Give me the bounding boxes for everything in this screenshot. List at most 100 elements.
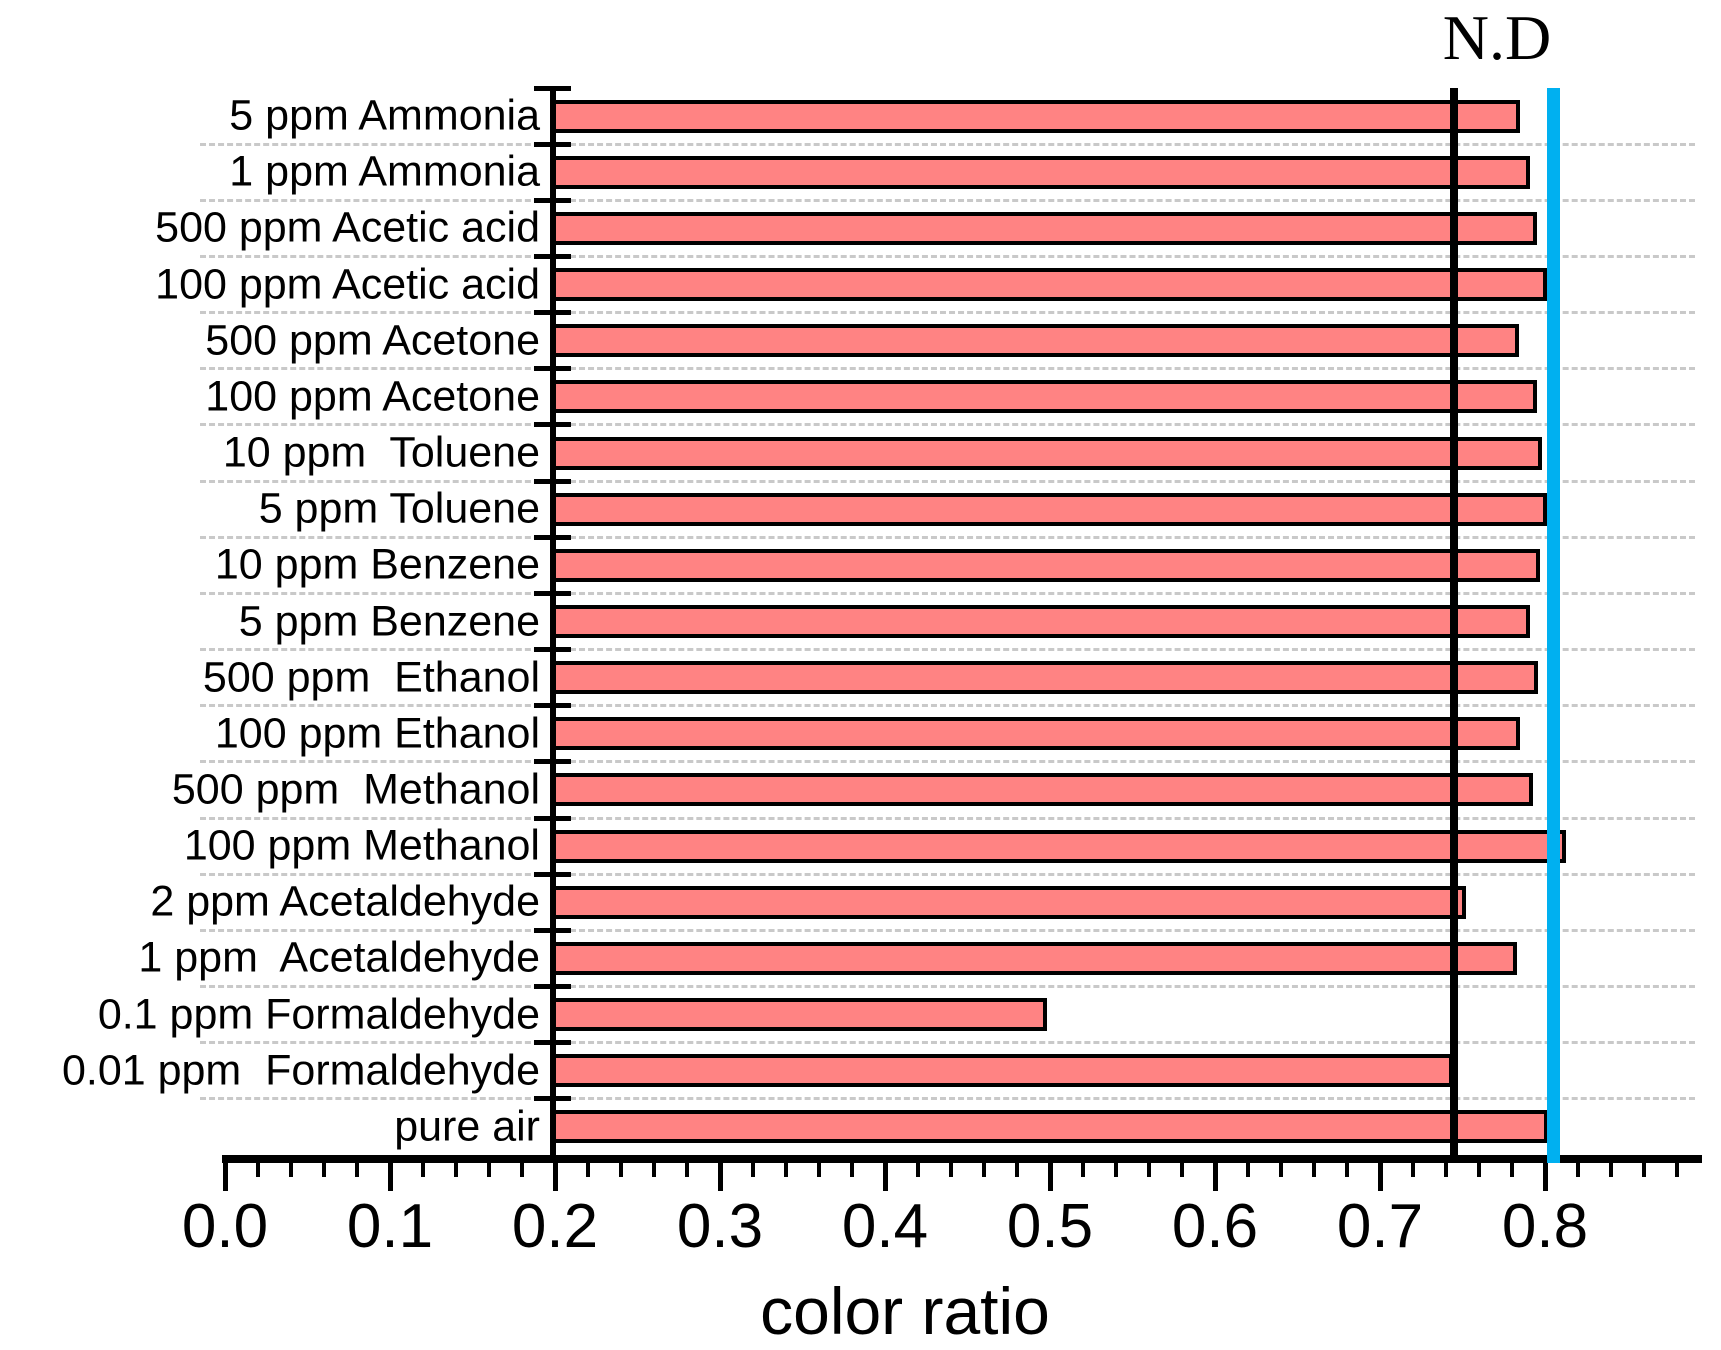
bar: [552, 156, 1530, 189]
gridline: [200, 760, 1695, 764]
category-label: 100 ppm Acetone: [205, 372, 540, 421]
x-minor-tick: [520, 1163, 524, 1177]
category-label: 0.1 ppm Formaldehyde: [97, 990, 540, 1039]
category-label: 5 ppm Ammonia: [229, 91, 540, 140]
x-tick-label: 0.2: [511, 1192, 599, 1261]
category-label: 5 ppm Benzene: [238, 597, 540, 646]
x-major-tick: [1048, 1163, 1053, 1191]
x-minor-tick: [1444, 1163, 1448, 1177]
category-label: 0.01 ppm Formaldehyde: [61, 1046, 540, 1095]
x-major-tick: [553, 1163, 558, 1191]
x-minor-tick: [619, 1163, 623, 1177]
x-minor-tick: [1345, 1163, 1349, 1177]
bar: [552, 1054, 1453, 1087]
category-label: 100 ppm Ethanol: [214, 709, 540, 758]
gridline: [200, 198, 1695, 202]
x-axis: [222, 1155, 1702, 1163]
x-minor-tick: [454, 1163, 458, 1177]
x-tick-label: 0.1: [346, 1192, 434, 1261]
gridline: [200, 928, 1695, 932]
x-minor-tick: [751, 1163, 755, 1177]
gridline: [200, 704, 1695, 708]
nd-annotation: N.D: [1442, 2, 1552, 73]
category-label: 1 ppm Ammonia: [229, 147, 540, 196]
bar: [552, 549, 1540, 582]
x-tick-label: 0.5: [1006, 1192, 1094, 1261]
gridline: [200, 423, 1695, 427]
category-label: 10 ppm Benzene: [214, 540, 540, 589]
bar: [552, 100, 1520, 133]
x-minor-tick: [487, 1163, 491, 1177]
x-minor-tick: [1675, 1163, 1679, 1177]
x-minor-tick: [1510, 1163, 1514, 1177]
category-label: 500 ppm Acetone: [205, 316, 540, 365]
x-minor-tick: [1477, 1163, 1481, 1177]
x-major-tick: [1213, 1163, 1218, 1191]
not-detected-line: [1547, 88, 1560, 1163]
gridline: [200, 1041, 1695, 1045]
bar: [552, 998, 1047, 1031]
gridline: [200, 479, 1695, 483]
x-minor-tick: [1114, 1163, 1118, 1177]
bar: [552, 717, 1520, 750]
category-label: 100 ppm Acetic acid: [155, 260, 540, 309]
gridline: [200, 985, 1695, 989]
x-tick-label: 0.8: [1501, 1192, 1589, 1261]
x-minor-tick: [685, 1163, 689, 1177]
x-minor-tick: [1147, 1163, 1151, 1177]
bar: [552, 942, 1517, 975]
bar: [552, 605, 1530, 638]
x-tick-label: 0.3: [676, 1192, 764, 1261]
x-minor-tick: [916, 1163, 920, 1177]
bar: [552, 1110, 1548, 1143]
x-major-tick: [883, 1163, 888, 1191]
x-minor-tick: [586, 1163, 590, 1177]
category-label: 2 ppm Acetaldehyde: [150, 877, 540, 926]
bar: [552, 437, 1542, 470]
x-minor-tick: [289, 1163, 293, 1177]
bar: [552, 493, 1547, 526]
y-axis: [550, 86, 556, 1163]
category-label: 500 ppm Methanol: [171, 765, 540, 814]
gridline: [200, 1097, 1695, 1101]
bar: [552, 268, 1547, 301]
threshold-line: [1450, 88, 1458, 1163]
x-tick-label: 0.0: [181, 1192, 269, 1261]
category-label: pure air: [394, 1102, 540, 1151]
x-minor-tick: [1576, 1163, 1580, 1177]
gridline: [200, 648, 1695, 652]
x-tick-label: 0.4: [841, 1192, 929, 1261]
x-minor-tick: [784, 1163, 788, 1177]
gridline: [200, 311, 1695, 315]
x-minor-tick: [1312, 1163, 1316, 1177]
x-minor-tick: [1411, 1163, 1415, 1177]
x-minor-tick: [322, 1163, 326, 1177]
x-minor-tick: [949, 1163, 953, 1177]
gridline: [200, 142, 1695, 146]
x-minor-tick: [982, 1163, 986, 1177]
x-minor-tick: [1609, 1163, 1613, 1177]
x-minor-tick: [421, 1163, 425, 1177]
gridline: [200, 872, 1695, 876]
bar: [552, 830, 1566, 863]
x-major-tick: [388, 1163, 393, 1191]
x-tick-label: 0.7: [1336, 1192, 1424, 1261]
x-minor-tick: [817, 1163, 821, 1177]
x-minor-tick: [1246, 1163, 1250, 1177]
bar: [552, 212, 1537, 245]
bar: [552, 886, 1466, 919]
x-major-tick: [718, 1163, 723, 1191]
gridline: [200, 367, 1695, 371]
bar: [552, 661, 1538, 694]
x-minor-tick: [850, 1163, 854, 1177]
bar: [552, 773, 1533, 806]
x-tick-label: 0.6: [1171, 1192, 1259, 1261]
category-label: 5 ppm Toluene: [258, 484, 540, 533]
x-minor-tick: [1015, 1163, 1019, 1177]
x-minor-tick: [355, 1163, 359, 1177]
category-label: 100 ppm Methanol: [183, 821, 540, 870]
x-minor-tick: [652, 1163, 656, 1177]
gridline: [200, 591, 1695, 595]
category-label: 500 ppm Ethanol: [202, 653, 540, 702]
x-major-tick: [1378, 1163, 1383, 1191]
